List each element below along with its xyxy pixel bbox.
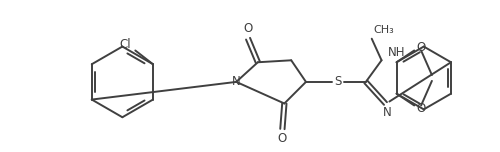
Text: O: O (278, 132, 287, 145)
Text: O: O (244, 22, 252, 35)
Text: S: S (334, 75, 342, 88)
Text: CH₃: CH₃ (374, 25, 394, 35)
Text: Cl: Cl (120, 38, 132, 51)
Text: N: N (232, 75, 240, 88)
Text: O: O (416, 102, 426, 115)
Text: NH: NH (388, 46, 405, 59)
Text: O: O (416, 41, 426, 54)
Text: N: N (383, 106, 392, 119)
